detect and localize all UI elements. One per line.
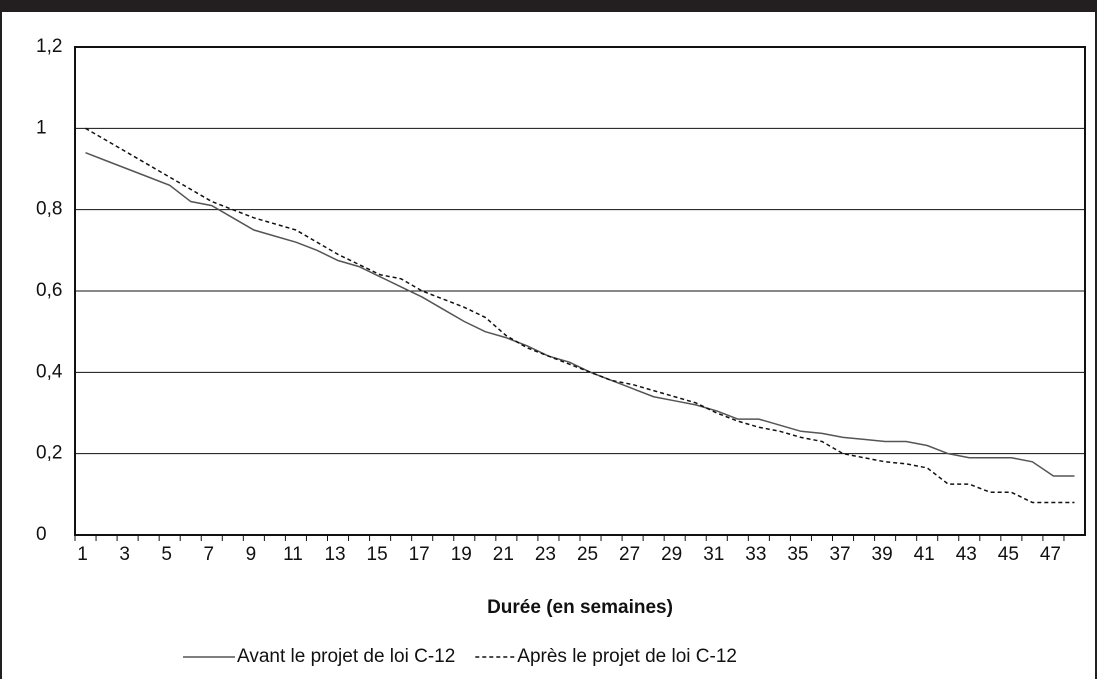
x-tick-label: 17 xyxy=(409,544,430,565)
x-tick-label: 25 xyxy=(577,544,598,565)
y-tick-label: 1,2 xyxy=(36,36,62,57)
x-tick-label: 27 xyxy=(619,544,640,565)
x-tick-label: 35 xyxy=(787,544,808,565)
x-tick-label: 19 xyxy=(451,544,472,565)
x-tick-label: 7 xyxy=(203,544,214,565)
y-tick-label: 0,4 xyxy=(36,361,63,382)
x-axis-label: Durée (en semaines) xyxy=(487,597,673,618)
y-tick-label: 0,6 xyxy=(36,280,62,301)
series-line xyxy=(85,152,1075,477)
x-tick-label: 45 xyxy=(998,544,1019,565)
x-tick-label: 13 xyxy=(324,544,345,565)
x-tick-label: 9 xyxy=(246,544,257,565)
x-tick-label: 21 xyxy=(493,544,514,565)
y-tick-label: 0 xyxy=(36,524,47,545)
x-tick-label: 47 xyxy=(1040,544,1061,565)
x-tick-label: 5 xyxy=(161,544,172,565)
legend-label: Après le projet de loi C-12 xyxy=(517,646,737,667)
x-tick-label: 43 xyxy=(956,544,977,565)
x-tick-label: 37 xyxy=(829,544,850,565)
x-tick-label: 23 xyxy=(535,544,556,565)
legend-label: Avant le projet de loi C-12 xyxy=(237,646,455,667)
x-tick-label: 29 xyxy=(661,544,682,565)
series-line xyxy=(85,127,1075,504)
x-tick-label: 1 xyxy=(77,544,88,565)
x-tick-label: 15 xyxy=(367,544,388,565)
y-tick-label: 0,2 xyxy=(36,443,62,464)
x-tick-label: 31 xyxy=(703,544,724,565)
x-tick-label: 41 xyxy=(914,544,935,565)
y-tick-label: 0,8 xyxy=(36,199,62,220)
y-tick-label: 1 xyxy=(36,117,47,138)
x-tick-label: 39 xyxy=(872,544,893,565)
x-tick-label: 11 xyxy=(283,544,303,565)
x-tick-label: 3 xyxy=(119,544,130,565)
x-tick-label: 33 xyxy=(745,544,766,565)
header-band xyxy=(0,0,1097,12)
